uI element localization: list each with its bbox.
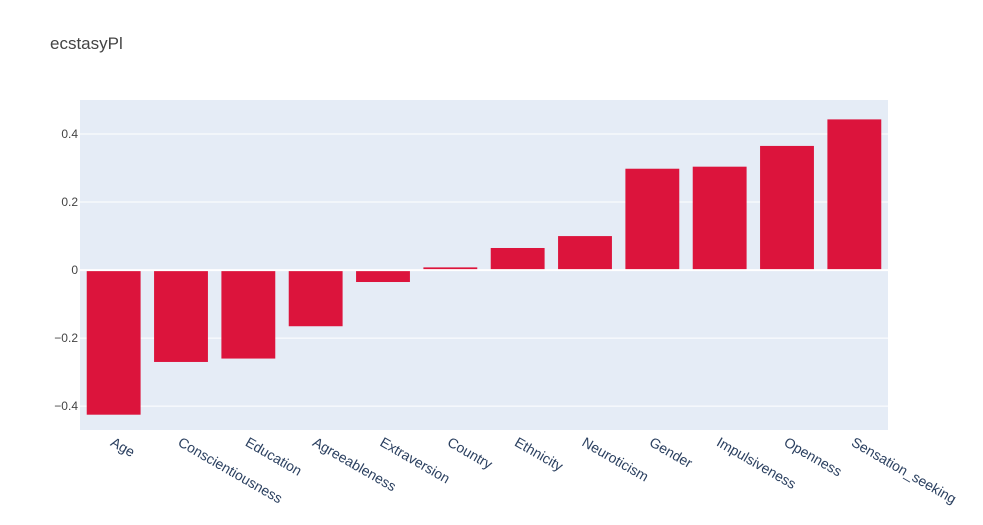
y-tick-label: 0.2 <box>61 195 78 209</box>
x-tick-label-neuroticism: Neuroticism <box>580 434 652 485</box>
bar-conscientiousness <box>154 270 208 362</box>
bar-age <box>86 270 141 415</box>
chart-title: ecstasyPl <box>50 34 123 53</box>
bar-gender <box>625 168 680 271</box>
bar-impulsiveness <box>692 166 747 271</box>
bar-extraversion <box>356 270 410 283</box>
x-tick-label-sensation-seeking: Sensation_seeking <box>849 434 959 507</box>
x-tick-label-age: Age <box>108 434 138 460</box>
x-tick-label-country: Country <box>445 434 495 472</box>
bars <box>86 119 882 415</box>
x-tick-label-education: Education <box>243 434 305 479</box>
bar-neuroticism <box>558 236 612 271</box>
x-tick-label-ethnicity: Ethnicity <box>512 434 566 474</box>
bar-ethnicity <box>490 247 545 271</box>
y-tick-label: 0.4 <box>61 127 78 141</box>
y-tick-label: 0 <box>71 263 78 277</box>
bar-sensation-seeking <box>827 119 882 271</box>
y-axis-ticks: −0.4 −0.2 0 0.2 0.4 <box>54 127 78 413</box>
y-tick-label: −0.2 <box>54 331 78 345</box>
bar-agreeableness <box>288 270 343 327</box>
gridlines <box>80 133 888 407</box>
y-tick-label: −0.4 <box>54 399 78 413</box>
plot-background <box>80 100 888 430</box>
x-tick-label-gender: Gender <box>647 434 696 471</box>
bar-education <box>221 270 276 359</box>
bar-openness <box>760 145 814 271</box>
bar-country <box>423 267 478 271</box>
